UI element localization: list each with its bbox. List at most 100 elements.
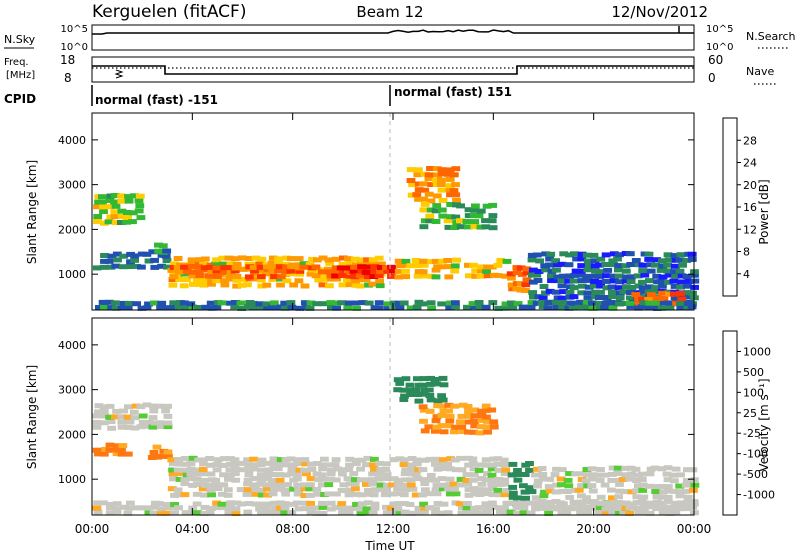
power-cell-6-365	[471, 268, 480, 274]
velocity-cell-3-72	[168, 467, 177, 473]
velocity-cell-3-295	[389, 457, 399, 463]
velocity-cell-3-70	[169, 476, 178, 482]
velocity-cell-3-314	[407, 462, 417, 468]
power-cell-12-739	[142, 305, 152, 311]
power-cell-10-694	[684, 278, 694, 284]
power-cell-4-247	[188, 264, 197, 269]
power-cell-1-50	[119, 253, 129, 259]
power-cell-0-15	[111, 220, 121, 226]
velocity-cell-4-438	[437, 393, 446, 399]
power-cell-3-82	[173, 256, 183, 261]
velocity-cell-7-546	[563, 489, 572, 494]
power-cell-10-615	[626, 295, 635, 301]
velocity-cell-3-176	[267, 472, 277, 477]
velocity-cell-3-334	[432, 482, 442, 488]
velocity-cell-3-182	[275, 477, 285, 483]
power-cell-1-40	[99, 264, 109, 270]
velocity-cell-8-872	[646, 501, 656, 506]
velocity-cell-3-232	[324, 491, 334, 497]
velocity-cell-7-588	[607, 478, 617, 483]
velocity-cell-8-681	[124, 505, 134, 511]
power-cell-3-80	[174, 273, 184, 278]
power-cell-10-507	[547, 268, 557, 274]
power-cell-9-477	[521, 288, 530, 293]
velocity-cell-8-862	[621, 500, 631, 506]
power-cell-10-612	[621, 263, 631, 269]
power-cell-7-413	[445, 183, 455, 189]
power-cell-10-498	[541, 290, 550, 296]
power-cell-10-515	[553, 274, 563, 280]
power-cell-8-439	[450, 225, 460, 230]
velocity-cell-3-84	[180, 476, 190, 482]
velocity-cell-2-63	[152, 444, 162, 450]
velocity-cell-3-382	[483, 487, 492, 493]
power-cell-0-27	[123, 215, 132, 220]
power-cell-7-416	[445, 167, 455, 173]
velocity-cell-3-384	[483, 471, 492, 477]
power-cell-12-738	[137, 305, 147, 311]
power-cell-10-669	[664, 257, 674, 263]
velocity-cell-3-186	[276, 457, 286, 463]
velocity-cell-8-835	[558, 505, 568, 511]
velocity-cell-3-167	[261, 482, 271, 488]
velocity-cell-3-211	[300, 467, 309, 473]
power-cell-10-654	[657, 300, 666, 306]
power-cell-4-249	[194, 269, 204, 275]
velocity-cell-7-538	[550, 472, 560, 478]
power-cell-12-790	[332, 300, 342, 306]
velocity-cell-1-47	[94, 451, 103, 457]
power-cell-3-196	[325, 260, 335, 266]
power-cell-8-435	[444, 224, 454, 230]
velocity-cell-0-5	[100, 420, 109, 426]
power-cell-4-277	[275, 264, 285, 270]
velocity-cell-7-555	[577, 493, 586, 499]
velocity-cell-3-391	[487, 472, 497, 478]
power-cbar-label-2: 20	[743, 179, 757, 192]
velocity-cell-7-565	[583, 472, 592, 478]
velocity-cell-3-173	[270, 486, 279, 492]
velocity-cell-3-185	[274, 461, 284, 467]
power-cell-0-12	[105, 204, 115, 210]
velocity-cell-8-731	[269, 500, 279, 506]
power-cell-10-522	[557, 278, 567, 283]
velocity-cell-7-586	[608, 495, 617, 501]
power-cell-12-740	[144, 301, 153, 307]
velocity-cell-8-844	[583, 509, 593, 515]
power-cell-7-402	[431, 177, 441, 183]
power-cell-4-274	[268, 264, 278, 270]
power-cell-8-437	[446, 214, 455, 220]
velocity-cell-5-454	[437, 412, 447, 418]
power-cell-3-205	[339, 255, 348, 261]
velocity-cell-0-44	[163, 413, 173, 419]
power-cell-7-399	[426, 166, 435, 171]
power-cell-8-446	[464, 224, 473, 230]
power-cell-12-817	[451, 304, 460, 310]
velocity-cell-6-501	[513, 495, 522, 501]
velocity-cbar-label-4: -25	[743, 427, 761, 440]
power-cell-10-570	[589, 252, 599, 258]
power-cell-10-546	[576, 272, 586, 278]
velocity-cell-8-719	[237, 501, 246, 507]
velocity-cell-3-381	[483, 491, 492, 497]
velocity-cell-8-826	[531, 505, 540, 511]
power-cell-12-823	[474, 300, 484, 305]
power-cell-0-23	[117, 208, 127, 214]
power-cell-10-621	[625, 251, 635, 257]
power-cell-7-389	[414, 167, 423, 173]
power-cell-0-30	[124, 194, 133, 200]
power-cell-5-307	[338, 272, 347, 278]
power-cell-10-537	[569, 278, 579, 284]
velocity-cell-8-692	[154, 501, 164, 507]
velocity-cell-2-66	[164, 453, 173, 459]
power-cell-12-832	[518, 304, 528, 310]
freq-tick-top: 18	[60, 53, 75, 67]
power-cell-10-659	[658, 274, 668, 280]
velocity-cell-8-675	[106, 502, 116, 507]
velocity-cell-7-625	[644, 483, 654, 489]
velocity-cell-3-348	[445, 476, 455, 482]
velocity-cell-0-31	[143, 423, 153, 429]
power-cell-10-574	[595, 279, 605, 285]
velocity-cell-8-864	[625, 505, 635, 511]
power-cell-11-714	[647, 292, 656, 298]
velocity-cell-3-277	[369, 462, 378, 468]
